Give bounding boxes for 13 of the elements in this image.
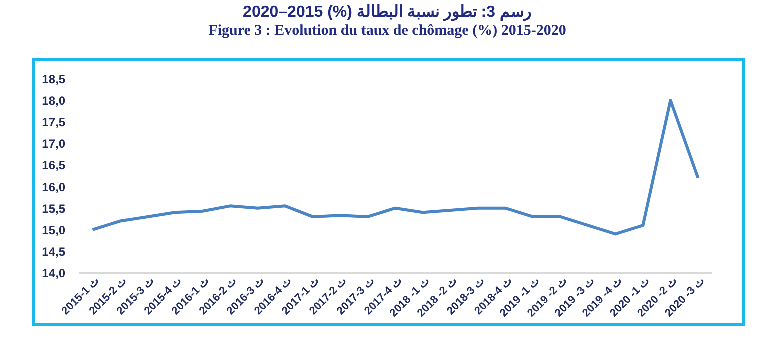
chart-subtitle: Figure 3 : Evolution du taux de chômage (%) 2015-2020 <box>208 23 568 40</box>
y-tick-label: 17,5 <box>42 116 66 130</box>
y-tick-label: 16,5 <box>42 158 66 173</box>
y-tick-label: 14,0 <box>42 266 66 280</box>
y-tick-label: 17,0 <box>42 137 66 152</box>
y-tick-label: 15,5 <box>42 202 66 216</box>
y-tick-label: 14,5 <box>42 244 66 259</box>
y-tick-label: 18,0 <box>42 94 66 108</box>
line-series <box>91 99 700 236</box>
y-tick-label: 15,0 <box>42 223 66 238</box>
chart-title: رسم 3: تطور نسبة البطالة (%) 2015–2020 <box>242 3 533 22</box>
y-tick-label: 16,0 <box>42 180 66 194</box>
y-tick-label: 18,5 <box>42 72 66 86</box>
